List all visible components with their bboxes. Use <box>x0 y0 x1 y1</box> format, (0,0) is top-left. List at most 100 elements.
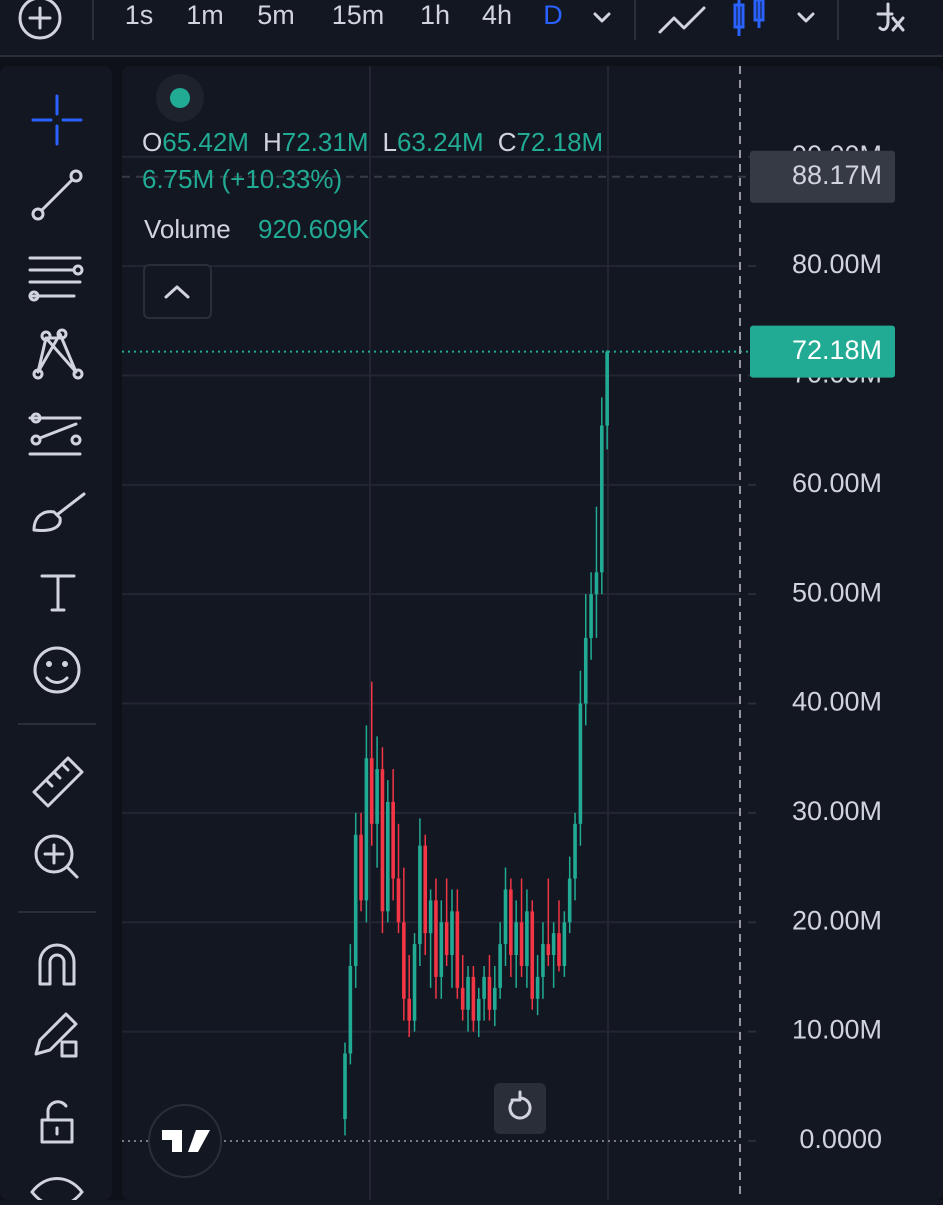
emoji-tool[interactable] <box>33 646 81 694</box>
tool-icons <box>28 94 86 694</box>
candle-body <box>509 889 513 956</box>
candle-body <box>418 845 422 945</box>
lock-tool[interactable] <box>40 1100 74 1144</box>
last_price-tag <box>750 325 895 378</box>
interval-button[interactable]: 15m <box>332 0 385 30</box>
candle-body <box>402 922 406 999</box>
candle-body <box>541 944 545 977</box>
volume-label: Volume <box>144 214 231 244</box>
interval-group: 1s 1m 5m 15m 1h 4h D <box>125 0 563 30</box>
candle-body <box>428 900 433 934</box>
candle-body <box>343 1053 347 1120</box>
interval-button[interactable]: 5m <box>257 0 295 30</box>
candle-body <box>423 845 428 934</box>
candle-body <box>573 823 577 879</box>
y-tick-label: 40.00M <box>792 687 882 717</box>
chart-panel <box>122 66 943 1200</box>
y-tick-label: 50.00M <box>792 577 882 607</box>
candle-body <box>455 911 460 988</box>
label: C <box>498 127 517 157</box>
candle-body <box>525 911 529 966</box>
interval-button[interactable]: 1m <box>186 0 224 30</box>
trend-line-tool[interactable] <box>31 169 83 221</box>
candle-body <box>380 769 385 912</box>
candle-body <box>594 572 599 595</box>
fib-tool[interactable] <box>28 256 84 302</box>
collapse-button[interactable] <box>143 264 212 319</box>
candle-body <box>589 594 593 638</box>
candle-body <box>583 637 588 704</box>
candle-body <box>460 987 465 1010</box>
candle-chart-icon[interactable] <box>733 0 765 36</box>
value: 72.31M <box>282 127 369 157</box>
interval-button[interactable]: D <box>543 0 563 30</box>
y-tick-label: 0.0000 <box>799 1124 882 1154</box>
candle-body <box>369 758 374 824</box>
reset-icon <box>508 1090 532 1120</box>
crosshair-tag <box>750 150 895 203</box>
candle-body <box>514 922 518 956</box>
candle-body <box>605 351 609 426</box>
zoom-tool[interactable] <box>34 834 79 879</box>
candle-body <box>493 987 497 1010</box>
tool-icons-2 <box>32 756 84 879</box>
candle-body <box>546 944 551 956</box>
candle-body <box>348 965 353 1054</box>
candle-body <box>450 911 454 956</box>
value: 65.42M <box>162 127 249 157</box>
crosshair-label: 88.17M <box>792 160 882 190</box>
candle-body <box>530 911 535 999</box>
candle-body <box>562 922 567 966</box>
visibility-tool[interactable] <box>30 1177 84 1205</box>
interval-button[interactable]: 1h <box>420 0 450 30</box>
text-tool[interactable] <box>40 574 76 612</box>
candle-body <box>407 998 411 1021</box>
top-toolbar <box>0 0 943 56</box>
y-tick-label: 20.00M <box>792 905 882 935</box>
candle-body <box>471 976 476 1021</box>
interval-menu[interactable] <box>593 12 611 23</box>
candle-body <box>353 834 358 966</box>
add-icon[interactable] <box>18 0 62 40</box>
label: H <box>263 127 282 157</box>
candle-body <box>535 976 540 999</box>
candle-body <box>375 769 379 824</box>
price-axis: 0.0000 10.00M 20.00M 30.00M 40.00M 50.00M 60.0… <box>748 140 895 1154</box>
reset-button[interactable] <box>494 1083 546 1134</box>
candle-body <box>396 878 401 923</box>
value: 72.18M <box>516 127 603 157</box>
candle-body <box>391 801 395 879</box>
interval-button[interactable]: 4h <box>482 0 512 30</box>
candle-body <box>364 758 369 901</box>
candle-body <box>503 889 508 945</box>
ruler-tool[interactable] <box>32 756 84 808</box>
candle-body <box>476 998 481 1021</box>
collapse-icon <box>164 285 190 299</box>
lock-drawing-tool[interactable] <box>34 1012 78 1058</box>
crosshair-tool[interactable] <box>31 94 83 146</box>
candle-body <box>434 900 438 977</box>
magnet-tool[interactable] <box>38 943 76 986</box>
status-dot <box>170 88 190 108</box>
brush-tool[interactable] <box>32 492 86 532</box>
candle-body <box>386 801 390 912</box>
line-chart-icon[interactable] <box>658 6 706 34</box>
indicators-icon[interactable] <box>876 2 905 32</box>
logo[interactable] <box>148 1104 222 1178</box>
pattern-tool[interactable] <box>32 328 84 380</box>
change: 6.75M (+10.33%) <box>142 164 342 194</box>
candle-body <box>578 703 583 824</box>
prediction-tool[interactable] <box>28 412 82 456</box>
interval-button[interactable]: 1s <box>125 0 154 30</box>
candle-body <box>482 976 486 999</box>
tool-icons-3 <box>30 943 84 1205</box>
chart-type-menu[interactable] <box>797 12 815 23</box>
label: O <box>142 127 162 157</box>
value: 63.24M <box>397 127 484 157</box>
candles <box>343 350 609 1136</box>
volume-value: 920.609K <box>258 214 370 244</box>
candle-body <box>444 922 449 956</box>
candle-body <box>466 976 470 1010</box>
